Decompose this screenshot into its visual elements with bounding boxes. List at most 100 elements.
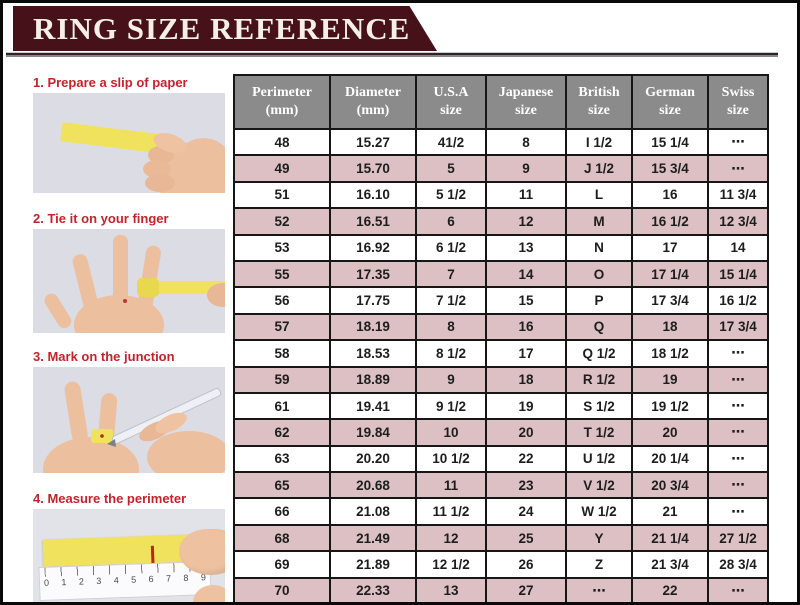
table-cell: 22 xyxy=(631,576,709,602)
table-cell: 52 xyxy=(233,207,331,236)
ruler-number: 6 xyxy=(148,574,154,585)
table-cell: 17 xyxy=(631,233,709,262)
table-row: 66 21.08 11 1/2 24 W 1/2 21 ⋯ xyxy=(233,497,769,526)
marking-junction-illustration xyxy=(33,367,225,473)
table-cell: J 1/2 xyxy=(565,154,633,183)
table-row: 52 16.51 6 12 M 16 1/2 12 3/4 xyxy=(233,207,769,236)
step-2-photo xyxy=(33,229,225,333)
column-header: German size xyxy=(631,74,709,130)
paper-band-icon xyxy=(91,429,113,443)
table-cell: 10 1/2 xyxy=(415,444,487,474)
table-cell: 13 xyxy=(415,576,487,602)
table-cell: 66 xyxy=(233,497,331,526)
column-header-sub: size xyxy=(727,103,749,118)
table-row: 62 19.84 10 20 T 1/2 20 ⋯ xyxy=(233,418,769,447)
table-cell: 9 xyxy=(415,365,487,394)
table-cell: 18 xyxy=(631,312,709,342)
table-cell: 20 xyxy=(485,418,567,447)
table-cell: 19.41 xyxy=(329,391,417,421)
table-cell: 15.70 xyxy=(329,154,417,183)
table-cell: 16.51 xyxy=(329,207,417,236)
column-header-label: German xyxy=(645,84,695,100)
table-row: 58 18.53 8 1/2 17 Q 1/2 18 1/2 ⋯ xyxy=(233,339,769,368)
table-cell: 28 3/4 xyxy=(707,550,769,579)
table-cell: Q 1/2 xyxy=(565,339,633,368)
table-cell: 10 xyxy=(415,418,487,447)
step-1-photo xyxy=(33,93,225,193)
hand-holding-paper-slip-illustration xyxy=(33,93,225,193)
table-header: Perimeter (mm) Diameter (mm) U.S.A size Japane… xyxy=(233,74,769,130)
column-header-sub: (mm) xyxy=(265,103,299,118)
table-cell: 56 xyxy=(233,286,331,315)
column-header: Diameter (mm) xyxy=(329,74,417,130)
table-cell: 69 xyxy=(233,550,331,579)
table-cell: 11 xyxy=(415,471,487,500)
table-cell: 17 1/4 xyxy=(631,259,709,289)
step-1: 1. Prepare a slip of paper xyxy=(33,75,225,193)
table-cell: 48 xyxy=(233,127,331,157)
table-row: 49 15.70 5 9 J 1/2 15 3/4 ⋯ xyxy=(233,154,769,183)
table-cell: 22.33 xyxy=(329,576,417,602)
table-cell: 22 xyxy=(485,444,567,474)
table-cell: 20 xyxy=(631,418,709,447)
table-cell: 20 3/4 xyxy=(631,471,709,500)
table-cell: 18 xyxy=(485,365,567,394)
table-cell: 15 1/4 xyxy=(707,259,769,289)
table-cell: 14 xyxy=(707,233,769,262)
table-cell: 18.19 xyxy=(329,312,417,342)
table-cell: 41/2 xyxy=(415,127,487,157)
table-cell: 17 3/4 xyxy=(631,286,709,315)
table-cell: Q xyxy=(565,312,633,342)
step-3-photo xyxy=(33,367,225,473)
table-cell: R 1/2 xyxy=(565,365,633,394)
column-header-sub: size xyxy=(440,103,462,118)
table-cell: ⋯ xyxy=(707,127,769,157)
table-cell: ⋯ xyxy=(707,391,769,421)
hand-icon xyxy=(44,235,164,333)
step-2: 2. Tie it on your finger xyxy=(33,211,225,333)
table-cell: ⋯ xyxy=(707,444,769,474)
table-cell: 15 3/4 xyxy=(631,154,709,183)
table-cell: 11 1/2 xyxy=(415,497,487,526)
table-row: 70 22.33 13 27 ⋯ 22 ⋯ xyxy=(233,576,769,602)
table-cell: 17 3/4 xyxy=(707,312,769,342)
table-cell: 20.68 xyxy=(329,471,417,500)
table-cell: 61 xyxy=(233,391,331,421)
writing-hand-icon xyxy=(139,412,225,473)
table-cell: 5 1/2 xyxy=(415,180,487,210)
table-cell: Z xyxy=(565,550,633,579)
table-cell: 12 xyxy=(485,207,567,236)
hand-with-strip-on-finger-illustration xyxy=(33,229,225,333)
table-cell: 11 xyxy=(485,180,567,210)
ruler-number: 7 xyxy=(165,573,172,584)
mark-dot-icon xyxy=(123,299,127,303)
helper-finger-icon xyxy=(207,283,225,307)
table-cell: 19 xyxy=(631,365,709,394)
table-cell: 9 1/2 xyxy=(415,391,487,421)
table-cell: 15.27 xyxy=(329,127,417,157)
table-cell: 5 xyxy=(415,154,487,183)
table-cell: 14 xyxy=(485,259,567,289)
table-cell: 21 1/4 xyxy=(631,523,709,553)
table-row: 68 21.49 12 25 Y 21 1/4 27 1/2 xyxy=(233,523,769,553)
table-row: 56 17.75 7 1/2 15 P 17 3/4 16 1/2 xyxy=(233,286,769,315)
ruler-number: 3 xyxy=(96,575,102,586)
table-row: 55 17.35 7 14 O 17 1/4 15 1/4 xyxy=(233,259,769,289)
table-cell: 19 xyxy=(485,391,567,421)
column-header-label: Japanese xyxy=(498,84,554,100)
column-header: U.S.A size xyxy=(415,74,487,130)
table-cell: 12 1/2 xyxy=(415,550,487,579)
table-row: 65 20.68 11 23 V 1/2 20 3/4 ⋯ xyxy=(233,471,769,500)
column-header-sub: size xyxy=(588,103,610,118)
table-cell: 18 1/2 xyxy=(631,339,709,368)
table-cell: L xyxy=(565,180,633,210)
table-cell: 12 xyxy=(415,523,487,553)
table-cell: 17.35 xyxy=(329,259,417,289)
table-cell: ⋯ xyxy=(707,418,769,447)
table-cell: 27 xyxy=(485,576,567,602)
table-cell: 15 1/4 xyxy=(631,127,709,157)
table-cell: 27 1/2 xyxy=(707,523,769,553)
